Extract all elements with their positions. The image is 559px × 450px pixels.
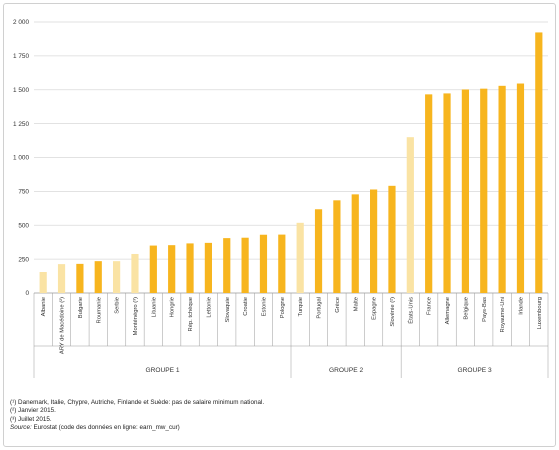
bar bbox=[131, 253, 139, 293]
bar bbox=[443, 93, 451, 293]
group-label: GROUPE 1 bbox=[145, 367, 179, 374]
bar bbox=[259, 234, 268, 293]
bar bbox=[113, 261, 121, 293]
bar bbox=[296, 222, 304, 293]
category-label: Pays-Bas bbox=[482, 297, 488, 322]
bar bbox=[333, 200, 341, 293]
y-tick-label: 500 bbox=[18, 222, 29, 229]
bar bbox=[168, 245, 176, 293]
category-label: Roumanie bbox=[96, 297, 102, 323]
bar bbox=[223, 238, 231, 293]
category-label: Malte bbox=[353, 297, 359, 311]
footnote-1: (¹) Danemark, Italie, Chypre, Autriche, … bbox=[10, 399, 265, 406]
category-label: France bbox=[427, 297, 433, 315]
category-label: Estonie bbox=[261, 297, 267, 316]
y-tick-label: 750 bbox=[18, 189, 29, 196]
bar bbox=[406, 137, 414, 293]
category-label: Monténégro (³) bbox=[133, 297, 139, 335]
bar bbox=[278, 234, 286, 293]
bar bbox=[388, 185, 396, 293]
category-label: Grèce bbox=[335, 297, 341, 313]
group-label: GROUPE 2 bbox=[329, 367, 363, 374]
bar bbox=[535, 32, 543, 293]
category-label: Royaume-Uni bbox=[500, 297, 506, 332]
bar bbox=[241, 237, 249, 293]
bar bbox=[76, 263, 84, 293]
category-label: Rép. tchèque bbox=[188, 297, 194, 331]
bar bbox=[425, 94, 433, 294]
y-tick-label: 1 750 bbox=[13, 53, 29, 60]
bar bbox=[516, 83, 525, 293]
category-label: Belgique bbox=[463, 297, 469, 320]
bar bbox=[57, 264, 66, 293]
bar bbox=[480, 88, 488, 293]
source-label: Source: bbox=[10, 424, 32, 432]
category-label: Albanie bbox=[41, 297, 47, 316]
bar bbox=[204, 242, 212, 293]
category-label: Serbie bbox=[115, 297, 121, 314]
bar bbox=[461, 89, 469, 293]
category-label: Lituanie bbox=[151, 297, 157, 317]
category-label: Allemagne bbox=[445, 297, 451, 324]
category-label: Luxembourg bbox=[537, 297, 543, 329]
category-label: ARY de Macédoine (²) bbox=[60, 297, 66, 354]
y-tick-label: 1 250 bbox=[13, 121, 29, 128]
category-label: Slovénie (²) bbox=[390, 297, 396, 327]
y-tick-label: 250 bbox=[18, 256, 29, 263]
category-label: Croatie bbox=[243, 297, 249, 316]
footnote-2: (²) Janvier 2015. bbox=[10, 407, 56, 415]
bar bbox=[314, 209, 323, 293]
y-tick-label: 1 500 bbox=[13, 87, 29, 94]
source-text: Eurostat (code des données en ligne: ear… bbox=[31, 424, 180, 432]
y-tick-label: 1 000 bbox=[13, 155, 29, 162]
category-label: Portugal bbox=[317, 297, 323, 319]
bar bbox=[370, 189, 378, 293]
bar bbox=[351, 194, 359, 293]
category-label: Turquie bbox=[298, 297, 304, 316]
category-label: États-Unis bbox=[407, 297, 414, 324]
bar bbox=[149, 245, 157, 293]
bar bbox=[498, 85, 506, 294]
y-tick-label: 0 bbox=[25, 290, 29, 297]
category-label: Slovaquie bbox=[225, 297, 231, 322]
bar bbox=[186, 243, 194, 293]
group-label: GROUPE 3 bbox=[458, 367, 492, 374]
category-label: Lettonie bbox=[206, 297, 212, 318]
category-label: Pologne bbox=[280, 297, 286, 318]
bar bbox=[39, 271, 47, 293]
footnote-3: (³) Juillet 2015. bbox=[10, 415, 52, 423]
category-label: Hongrie bbox=[170, 297, 176, 317]
category-label: Bulgarie bbox=[78, 297, 84, 318]
category-label: Espagne bbox=[372, 297, 378, 320]
bar bbox=[94, 261, 102, 293]
source-note: Source: Eurostat (code des données en li… bbox=[10, 424, 264, 432]
y-tick-label: 2 000 bbox=[13, 19, 29, 26]
category-label: Irlande bbox=[518, 297, 524, 315]
footnotes: (¹) Danemark, Italie, Chypre, Autriche, … bbox=[10, 399, 264, 433]
